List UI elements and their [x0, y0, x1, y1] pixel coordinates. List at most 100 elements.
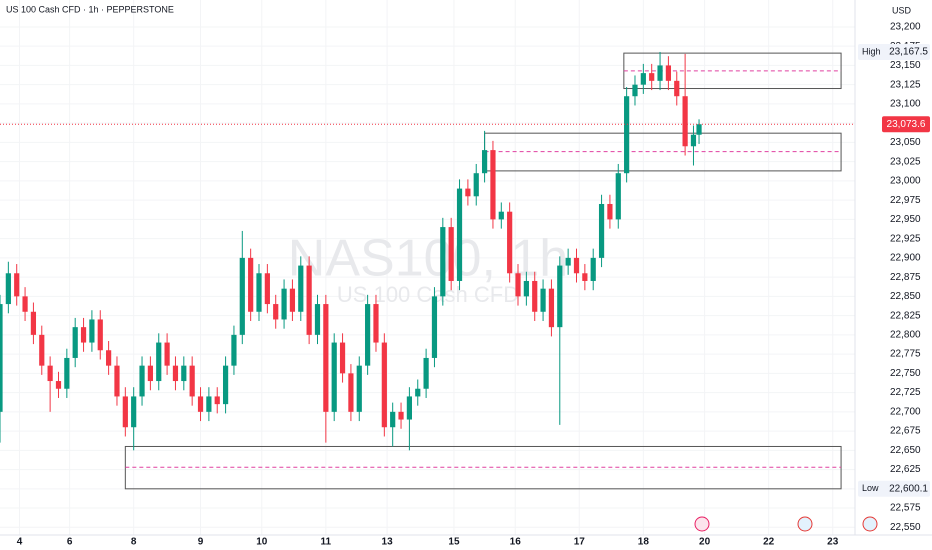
candle-body — [565, 257, 571, 266]
watermark: NAS100, 1h — [288, 230, 568, 288]
candle-body — [256, 273, 262, 312]
x-tick-label: 10 — [256, 537, 268, 548]
event-icon[interactable] — [797, 516, 813, 532]
y-tick-label: 23,000 — [890, 176, 921, 187]
candle-body — [248, 257, 254, 312]
y-tick-label: 22,875 — [890, 272, 921, 283]
candle-body — [640, 73, 646, 85]
x-tick-label: 8 — [131, 537, 137, 548]
candle-body — [490, 150, 496, 220]
candle-body — [89, 319, 95, 343]
candle-body — [615, 173, 621, 220]
x-tick-label: 20 — [699, 537, 711, 548]
candle-body — [47, 365, 53, 382]
candle-body — [548, 288, 555, 328]
candle-body — [289, 288, 296, 312]
candle-body — [365, 304, 371, 366]
y-tick-label: 23,025 — [890, 156, 921, 167]
x-tick-label: 11 — [321, 537, 332, 548]
candle-body — [431, 296, 438, 358]
y-tick-label: 22,900 — [890, 253, 921, 264]
low-marker-label: 22,600.1 — [889, 483, 928, 494]
candle-body — [64, 357, 70, 389]
x-tick-label: 16 — [510, 537, 522, 548]
chart-title: US 100 Cash CFD · 1h · PEPPERSTONE — [6, 4, 174, 14]
high-marker-text: High — [862, 46, 881, 56]
candle-body — [231, 334, 237, 366]
candle-body — [540, 288, 546, 312]
candle-body — [0, 304, 3, 412]
last-price-badge — [882, 116, 930, 133]
y-tick-label: 22,850 — [890, 291, 921, 302]
event-icon[interactable] — [862, 516, 878, 532]
candle-body — [481, 150, 488, 174]
candle-body — [607, 203, 613, 220]
candle-body — [147, 365, 153, 382]
candle-body — [682, 96, 688, 147]
candle-body — [331, 342, 337, 412]
candle-body — [398, 411, 404, 420]
y-tick-label: 22,725 — [890, 387, 921, 398]
candle-body — [172, 365, 179, 382]
y-tick-label: 22,575 — [890, 503, 921, 514]
candle-body — [515, 273, 521, 297]
y-tick-label: 22,775 — [890, 349, 921, 360]
y-tick-label: 22,975 — [890, 195, 921, 206]
high-marker-badge — [858, 43, 930, 60]
candle-body — [465, 188, 471, 197]
x-tick-label: 4 — [17, 537, 23, 548]
low-marker-badge — [858, 480, 930, 497]
candle-body — [507, 211, 513, 274]
candle-body — [197, 396, 204, 412]
x-tick-label: 9 — [198, 537, 204, 548]
candle-body — [306, 265, 312, 335]
candle-body — [348, 373, 354, 412]
candle-body — [406, 396, 412, 420]
y-tick-label: 22,675 — [890, 426, 921, 437]
candle-body — [298, 265, 304, 312]
candle-body — [131, 396, 137, 428]
candle-body — [139, 365, 145, 397]
candle-body — [440, 227, 446, 297]
candle-body — [122, 396, 128, 428]
candle-body — [323, 304, 329, 412]
low-marker-text: Low — [862, 483, 879, 493]
x-tick-label: 18 — [638, 537, 650, 548]
candle-body — [665, 65, 672, 81]
candle-body — [14, 273, 20, 297]
candle-body — [314, 304, 321, 335]
currency: USD — [892, 5, 912, 15]
x-tick-label: 15 — [448, 537, 460, 548]
candle-body — [114, 365, 120, 397]
candle-body — [590, 257, 596, 281]
candle-body — [690, 134, 697, 147]
candle-body — [181, 365, 187, 382]
candle-body — [239, 257, 245, 335]
candle-body — [657, 65, 663, 81]
y-tick-label: 23,150 — [890, 60, 921, 71]
candle-body — [273, 304, 279, 320]
candle-body — [206, 396, 212, 412]
y-tick-label: 22,825 — [890, 310, 921, 321]
x-tick-label: 17 — [574, 537, 586, 548]
candle-body — [390, 411, 396, 428]
candle-body — [598, 203, 605, 258]
candle-body — [373, 304, 379, 343]
y-tick-label: 23,100 — [890, 99, 921, 110]
y-tick-label: 23,125 — [890, 79, 921, 90]
x-tick-label: 6 — [67, 537, 73, 548]
candle-body — [523, 280, 529, 297]
candle-body — [156, 342, 162, 382]
candle-body — [632, 84, 638, 97]
x-tick-label: 13 — [382, 537, 394, 548]
candle-body — [164, 342, 170, 366]
y-tick-label: 23,200 — [890, 22, 921, 33]
candle-body — [55, 381, 62, 389]
candle-body — [72, 327, 78, 358]
event-icon[interactable] — [694, 516, 710, 532]
candle-body — [649, 73, 655, 81]
candle-body — [264, 273, 270, 305]
candle-body — [456, 188, 463, 281]
